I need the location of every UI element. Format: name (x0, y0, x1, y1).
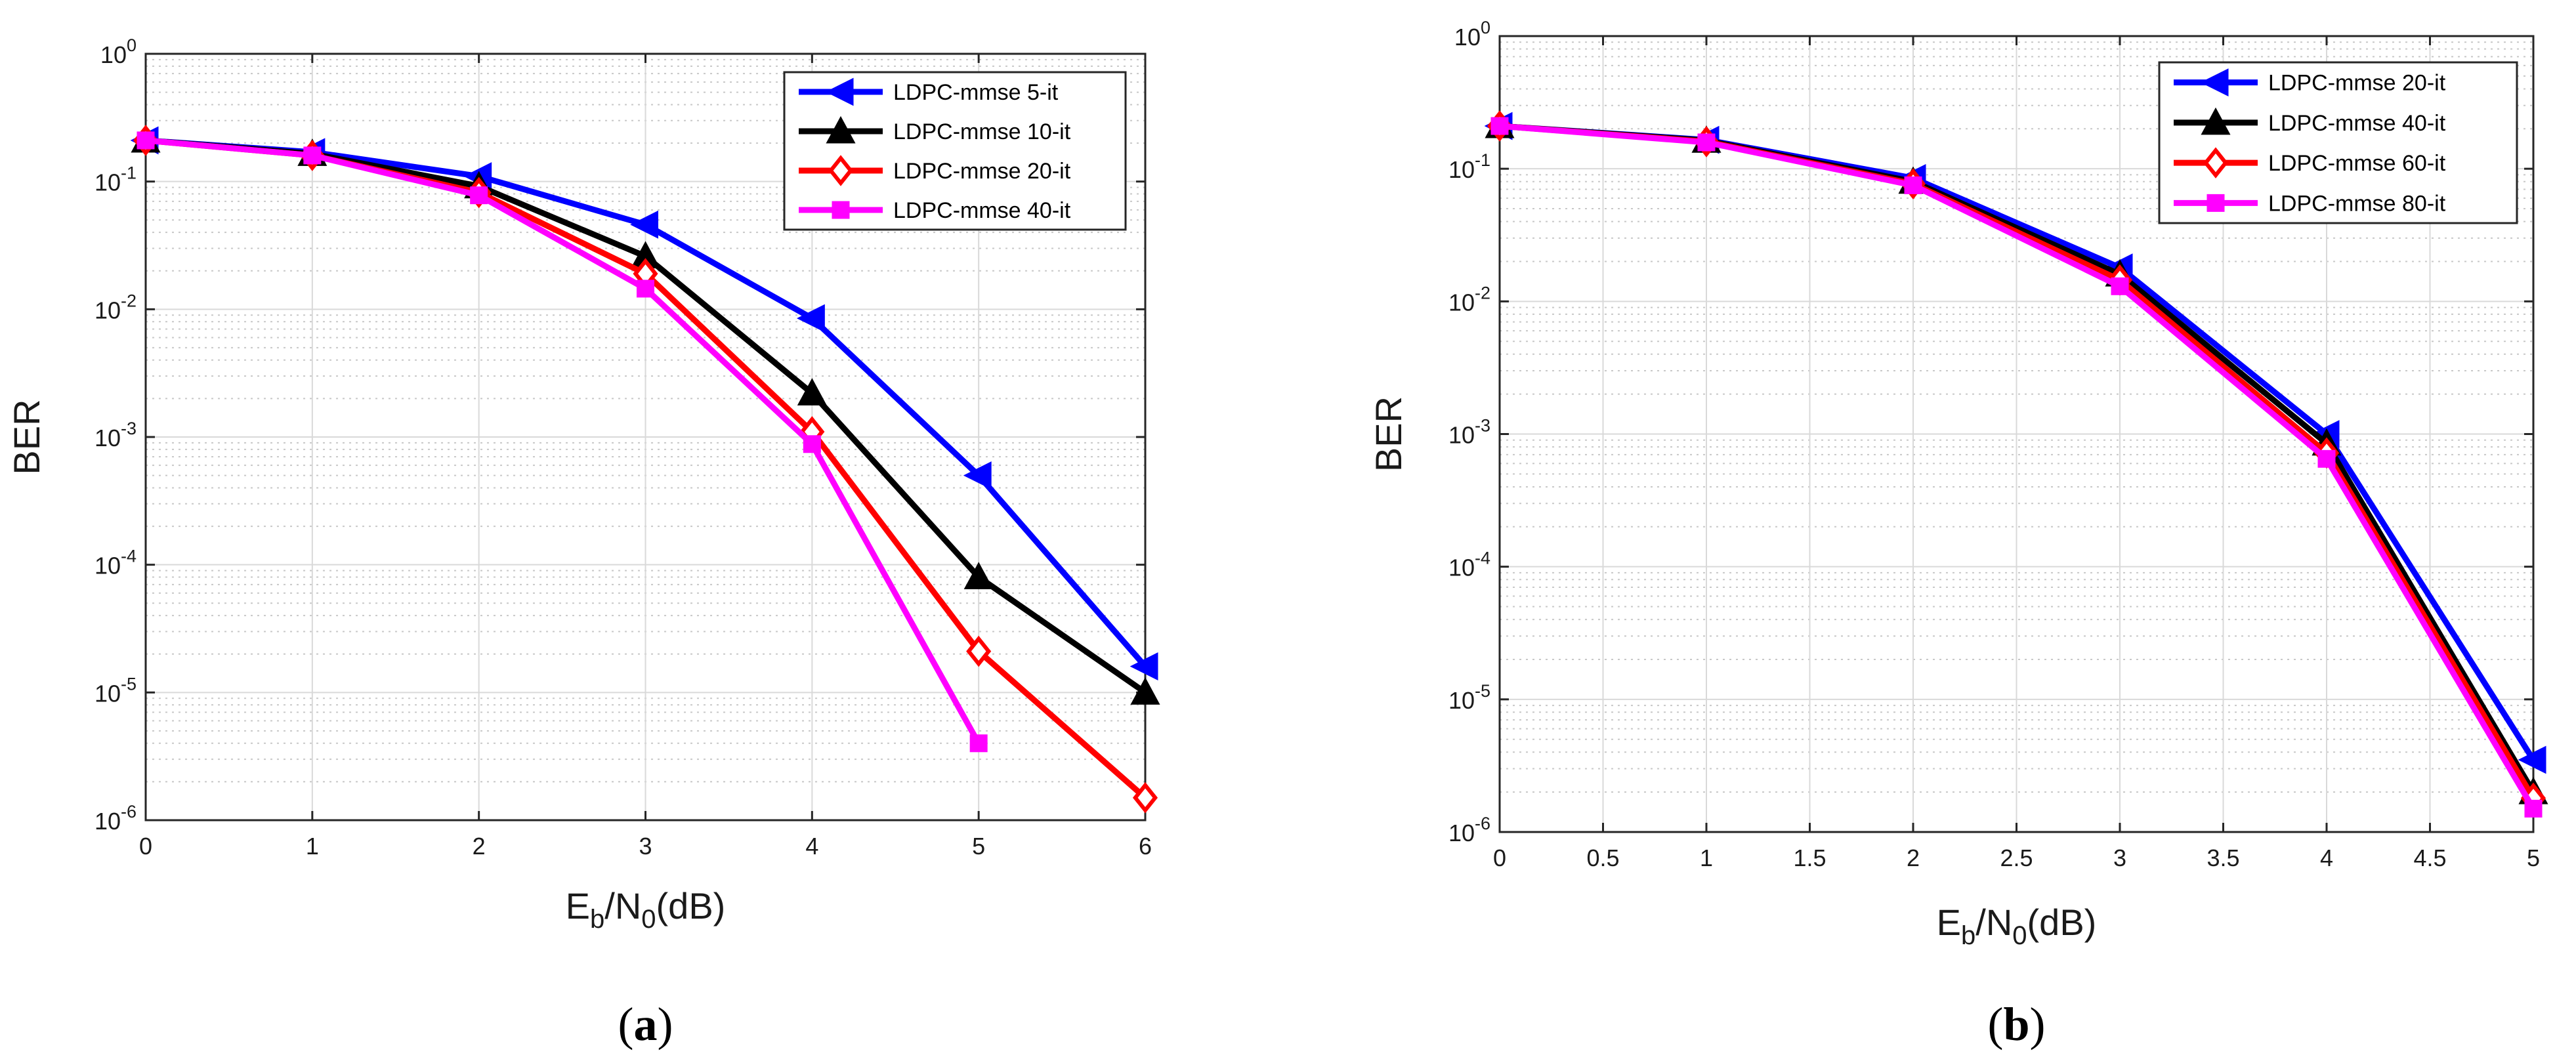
series-4 (1490, 117, 2543, 818)
data-point (796, 304, 825, 333)
y-tick-label: 10-6 (1448, 814, 1490, 846)
x-tick-label: 2 (1907, 844, 1920, 871)
data-point (1490, 117, 1509, 135)
data-point (303, 146, 322, 165)
data-point (470, 186, 488, 205)
x-tick-label: 5 (2527, 844, 2540, 871)
x-tick-label: 4.5 (2413, 844, 2446, 871)
x-axis-label: Eb/N0(dB) (1937, 902, 2097, 950)
data-point (797, 378, 827, 406)
y-tick-label: 10-1 (95, 163, 137, 196)
y-tick-label: 10-1 (1448, 150, 1490, 183)
x-tick-label: 1 (1700, 844, 1713, 871)
legend-swatch-marker (825, 77, 854, 106)
data-point (2111, 277, 2129, 295)
y-tick-label: 10-3 (1448, 416, 1490, 449)
data-point (137, 131, 155, 150)
x-tick-label: 6 (1139, 833, 1152, 860)
legend-entry-label: LDPC-mmse 20-it (2268, 71, 2446, 96)
y-axis-label: BER (6, 399, 47, 474)
panel-caption: (b) (1987, 998, 2045, 1051)
legend-entry-label: LDPC-mmse 60-it (2268, 151, 2446, 176)
x-tick-label: 3.5 (2206, 844, 2239, 871)
data-point (2518, 745, 2546, 774)
data-point (1904, 176, 1922, 194)
x-tick-label: 3 (2113, 844, 2126, 871)
chart-panel-b: 0 0.5 1 1.5 2 2.5 3 3.5 4 4.5 5 10-6 10-5 10-4 10-3 10-… (1368, 18, 2548, 1051)
y-tick-label: 100 (100, 35, 137, 68)
x-tick-label: 3 (639, 833, 652, 860)
y-tick-label: 10-3 (95, 419, 137, 451)
legend-entry-label: LDPC-mmse 5-it (893, 80, 1059, 105)
data-point (2524, 799, 2543, 818)
x-tick-label: 0 (1493, 844, 1506, 871)
x-tick-label: 2 (473, 833, 486, 860)
x-axis-label: Eb/N0(dB) (566, 885, 726, 934)
y-tick-label: 100 (1454, 18, 1490, 51)
legend[interactable]: LDPC-mmse 5-it LDPC-mmse 10-it LDPC-mmse 2… (783, 71, 1127, 231)
y-axis-label: BER (1368, 396, 1409, 472)
data-point (966, 635, 992, 667)
data-point (2317, 449, 2336, 468)
legend-entry-label: LDPC-mmse 10-it (893, 119, 1071, 144)
tick-marks (144, 52, 1147, 822)
y-tick-label: 10-5 (95, 674, 137, 707)
data-point (1697, 133, 1716, 152)
legend-swatch-marker (828, 155, 854, 186)
data-point (1130, 652, 1158, 681)
series-line (1499, 123, 2536, 810)
y-tick-label: 10-4 (1448, 549, 1490, 581)
legend-swatch-marker (826, 115, 856, 144)
x-tick-label: 1.5 (1793, 844, 1826, 871)
legend-swatch-marker (832, 201, 850, 219)
panel-caption: (a) (618, 998, 673, 1051)
legend-entry-label: LDPC-mmse 80-it (2268, 191, 2446, 216)
data-point (630, 210, 658, 239)
series-4 (137, 131, 988, 753)
data-point (963, 461, 992, 490)
data-point (963, 562, 994, 590)
x-tick-label: 0.5 (1586, 844, 1619, 871)
tick-marks (1498, 35, 2535, 833)
y-tick-label: 10-5 (1448, 681, 1490, 714)
x-tick-label: 1 (306, 833, 319, 860)
x-tick-label: 0 (139, 833, 152, 860)
data-point (1132, 781, 1158, 814)
legend-entry-label: LDPC-mmse 20-it (893, 159, 1071, 184)
data-point (969, 734, 988, 753)
legend-entry-label: LDPC-mmse 40-it (893, 198, 1071, 223)
x-tick-label: 4 (805, 833, 818, 860)
data-point (637, 280, 654, 298)
data-point (803, 435, 821, 453)
x-tick-label: 5 (972, 833, 985, 860)
legend-swatch-marker (2203, 147, 2229, 178)
x-tick-label: 2.5 (2000, 844, 2033, 871)
y-tick-label: 10-4 (95, 547, 137, 579)
chart-panel-a: 0 1 2 3 4 5 6 10-6 10-5 10-4 10-3 10-2 10-1 100 BER Eb/… (6, 35, 1160, 1051)
x-tick-label: 4 (2320, 844, 2333, 871)
legend-swatch-marker (2206, 194, 2225, 212)
y-tick-label: 10-2 (95, 291, 137, 323)
y-tick-label: 10-6 (95, 802, 137, 835)
legend-swatch-marker (2201, 107, 2231, 135)
y-tick-label: 10-2 (1448, 283, 1490, 316)
data-point (1130, 677, 1160, 705)
legend[interactable]: LDPC-mmse 20-it LDPC-mmse 40-it LDPC-mmse … (2158, 61, 2518, 224)
legend-entry-label: LDPC-mmse 40-it (2268, 111, 2446, 136)
legend-swatch-marker (2200, 68, 2229, 97)
series-line (145, 137, 982, 745)
